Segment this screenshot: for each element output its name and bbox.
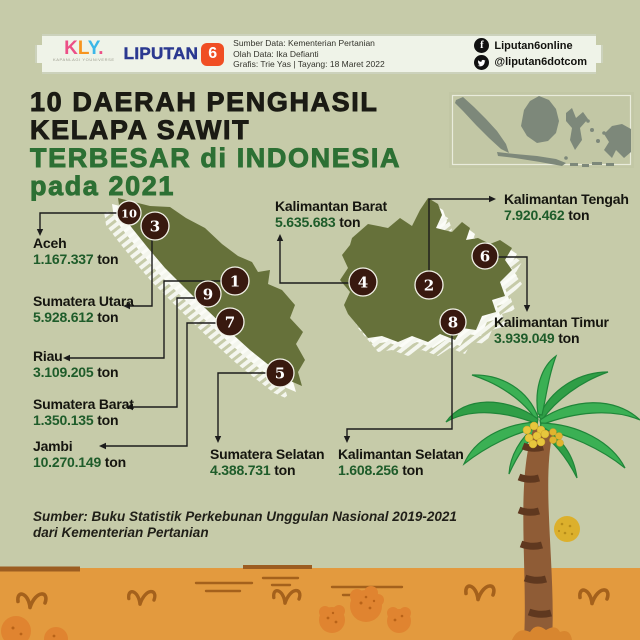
marker-kalimantan-selatan: 8: [439, 308, 467, 336]
heart-doodle: [16, 592, 48, 610]
sand-doodles: [16, 576, 610, 610]
label-kalimantan-timur: Kalimantan Timur 3.939.049 ton: [494, 314, 609, 346]
connector-lines: [39, 198, 528, 447]
marker-sumatera-selatan: 5: [265, 358, 295, 388]
credit-data: Olah Data: Ika Defianti: [233, 48, 319, 59]
region-name: Kalimantan Timur: [494, 314, 609, 330]
region-name: Aceh: [33, 235, 67, 251]
palm-base-tuft: [512, 626, 572, 640]
label-jambi: Jambi 10.270.149 ton: [33, 438, 126, 470]
title-line-2: KELAPA SAWIT: [30, 115, 251, 145]
facebook-handle: Liputan6online: [494, 39, 573, 52]
region-value: 1.350.135 ton: [33, 412, 119, 428]
svg-text:5: 5: [275, 365, 285, 383]
marker-sumatera-barat: 9: [194, 280, 222, 308]
label-sumatera-barat: Sumatera Barat 1.350.135 ton: [33, 396, 134, 428]
region-name: Kalimantan Barat: [275, 198, 387, 214]
label-sumatera-selatan: Sumatera Selatan 4.388.731 ton: [210, 446, 324, 478]
palm-trunk: [523, 427, 553, 640]
region-value: 7.920.462 ton: [504, 207, 590, 223]
region-value: 5.635.683 ton: [275, 214, 361, 230]
title-line-4: pada 2021: [30, 171, 175, 201]
source-note: Sumber: Buku Statistik Perkebunan Unggul…: [33, 509, 457, 541]
palm-tree: [445, 354, 640, 640]
svg-text:3: 3: [150, 218, 160, 236]
page-title: 10 DAERAH PENGHASIL KELAPA SAWIT TERBESA…: [30, 87, 402, 201]
kly-wordmark: KLY.: [64, 37, 104, 59]
twitter-handle: @liputan6dotcom: [494, 56, 587, 69]
region-name: Kalimantan Tengah: [504, 191, 629, 207]
header-bar: KLY. KAPANLAGI YOUNIVERSE LIPUTAN 6 Sumb…: [35, 34, 603, 74]
marker-riau: 1: [220, 266, 250, 296]
liputan6-six-badge: 6: [201, 43, 224, 66]
svg-text:10: 10: [121, 207, 137, 221]
svg-text:8: 8: [448, 314, 458, 332]
label-kalimantan-barat: Kalimantan Barat 5.635.683 ton: [275, 198, 387, 230]
heart-doodle: [272, 588, 302, 605]
connector-arrowheads: [36, 195, 531, 450]
svg-text:2: 2: [424, 277, 434, 295]
region-name: Riau: [33, 348, 63, 364]
region-value: 3.109.205 ton: [33, 364, 119, 380]
region-name: Sumatera Utara: [33, 293, 134, 309]
twitter-icon: [474, 55, 489, 70]
region-value: 3.939.049 ton: [494, 330, 580, 346]
social-block: f Liputan6online @liputan6dotcom: [474, 37, 587, 72]
marker-jambi: 7: [215, 307, 245, 337]
region-name: Sumatera Barat: [33, 396, 134, 412]
svg-text:7: 7: [225, 314, 235, 332]
facebook-icon: f: [474, 38, 489, 53]
region-name: Kalimantan Selatan: [338, 446, 464, 462]
source-line-2: dari Kementerian Pertanian: [33, 525, 209, 540]
label-riau: Riau 3.109.205 ton: [33, 348, 119, 380]
indonesia-map-thumbnail: [449, 92, 634, 168]
region-value: 10.270.149 ton: [33, 454, 126, 470]
heart-doodle: [127, 589, 157, 606]
source-line-1: Sumber: Buku Statistik Perkebunan Unggul…: [33, 509, 457, 524]
svg-text:4: 4: [358, 274, 368, 292]
liputan6-wordmark: LIPUTAN: [123, 44, 199, 63]
heart-doodle: [464, 584, 496, 602]
label-aceh: Aceh 1.167.337 ton: [33, 235, 119, 267]
credit-graphic: Grafis: Trie Yas | Tayang: 18 Maret 2022: [233, 59, 385, 70]
region-name: Sumatera Selatan: [210, 446, 325, 462]
region-value: 4.388.731 ton: [210, 462, 296, 478]
svg-text:9: 9: [203, 286, 213, 304]
marker-kalimantan-barat: 4: [348, 267, 378, 297]
falling-fruit: [554, 516, 580, 542]
rank-markers: 10 3 1 9 7 5 4 2 6 8: [116, 200, 499, 388]
twitter-row: @liputan6dotcom: [474, 55, 587, 70]
label-sumatera-utara: Sumatera Utara 5.928.612 ton: [33, 293, 134, 325]
indonesia-archipelago: [455, 96, 631, 167]
facebook-row: f Liputan6online: [474, 38, 587, 53]
label-kalimantan-tengah: Kalimantan Tengah 7.920.462 ton: [504, 191, 629, 223]
label-kalimantan-selatan: Kalimantan Selatan 1.608.256 ton: [338, 446, 464, 478]
kly-subtext: KAPANLAGI YOUNIVERSE: [53, 56, 115, 62]
credits-block: Sumber Data: Kementerian Pertanian Olah …: [233, 38, 385, 70]
title-line-3: TERBESAR di INDONESIA: [30, 143, 402, 173]
credit-source: Sumber Data: Kementerian Pertanian: [233, 38, 375, 49]
region-name: Jambi: [33, 438, 73, 454]
heart-doodle: [578, 588, 610, 606]
region-value: 5.928.612 ton: [33, 309, 119, 325]
marker-kalimantan-tengah: 2: [414, 270, 444, 300]
trunk-bands: [517, 442, 552, 618]
liputan6-logo: LIPUTAN 6: [124, 43, 225, 66]
marker-sumatera-utara: 3: [140, 211, 170, 241]
palm-fruit-bunch: [522, 421, 564, 449]
svg-text:1: 1: [230, 273, 240, 291]
svg-text:6: 6: [480, 248, 490, 266]
title-line-1: 10 DAERAH PENGHASIL: [30, 87, 379, 117]
region-value: 1.167.337 ton: [33, 251, 119, 267]
kly-logo: KLY. KAPANLAGI YOUNIVERSE: [53, 44, 115, 65]
marker-aceh: 10: [116, 200, 142, 226]
marker-kalimantan-timur: 6: [471, 242, 499, 270]
palm-fruit-on-sand: [1, 586, 411, 640]
region-value: 1.608.256 ton: [338, 462, 424, 478]
